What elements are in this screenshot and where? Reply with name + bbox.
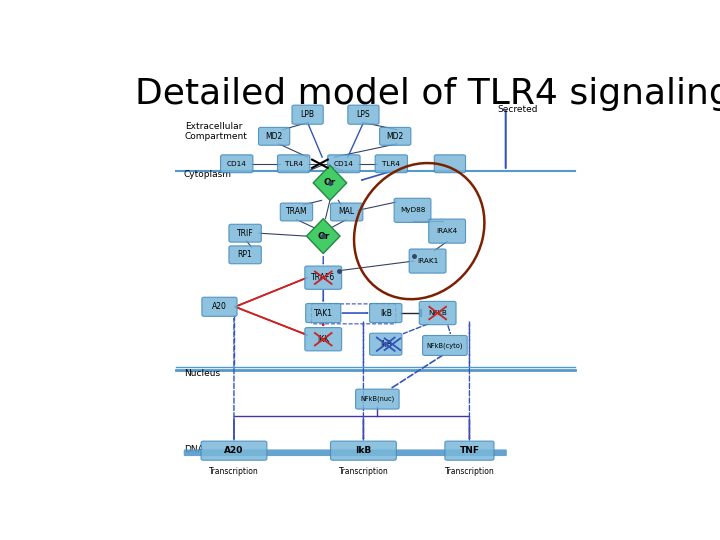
Text: TRAM: TRAM [286,207,307,217]
FancyBboxPatch shape [184,449,507,456]
Text: NFkB(cyto): NFkB(cyto) [427,342,463,349]
Text: IKK: IKK [317,335,329,344]
FancyBboxPatch shape [428,219,466,243]
Polygon shape [307,219,340,254]
FancyBboxPatch shape [419,301,456,325]
Text: IRAK4: IRAK4 [436,228,458,234]
FancyBboxPatch shape [379,127,411,145]
Text: Transcription: Transcription [209,467,258,476]
Text: Nucleus: Nucleus [184,369,220,378]
Text: Transcription: Transcription [444,467,495,476]
FancyBboxPatch shape [277,155,310,173]
FancyBboxPatch shape [220,155,253,173]
Text: MD2: MD2 [387,132,404,141]
Text: TLR4: TLR4 [382,161,400,167]
Text: CD14: CD14 [334,161,354,167]
Text: TRIF: TRIF [237,229,253,238]
Text: LPS: LPS [356,110,370,119]
Text: Or: Or [324,178,336,187]
FancyBboxPatch shape [258,127,289,145]
Text: DNA: DNA [184,446,204,454]
Text: Secreted: Secreted [498,105,538,114]
FancyBboxPatch shape [330,441,396,460]
Text: MD2: MD2 [266,132,283,141]
Text: RP1: RP1 [238,251,253,259]
Text: Extracellular
Compartment: Extracellular Compartment [185,122,248,141]
Text: TLR4: TLR4 [284,161,302,167]
FancyBboxPatch shape [375,155,408,173]
Text: MyD88: MyD88 [400,207,426,213]
FancyBboxPatch shape [280,203,312,221]
Text: IkB: IkB [355,446,372,455]
Text: NFkB(nuc): NFkB(nuc) [360,396,395,402]
Text: IkB: IkB [380,340,392,349]
FancyBboxPatch shape [202,297,237,316]
Text: IRAK1: IRAK1 [417,258,438,264]
FancyBboxPatch shape [305,266,342,289]
FancyBboxPatch shape [445,441,494,460]
Text: Cytoplasm: Cytoplasm [184,170,232,179]
FancyBboxPatch shape [305,328,342,351]
Text: TNF: TNF [459,446,480,455]
Text: NFkB: NFkB [428,310,447,316]
Text: A20: A20 [224,446,243,455]
FancyBboxPatch shape [306,303,341,322]
FancyBboxPatch shape [394,198,431,222]
Text: CD14: CD14 [227,161,247,167]
FancyBboxPatch shape [369,303,402,322]
FancyBboxPatch shape [292,105,323,124]
Text: TAK1: TAK1 [314,308,333,318]
Text: MAL: MAL [338,207,355,217]
Text: TRAF6: TRAF6 [311,273,336,282]
FancyBboxPatch shape [423,335,467,355]
Text: A20: A20 [212,302,227,311]
FancyBboxPatch shape [348,105,379,124]
FancyBboxPatch shape [434,155,466,173]
Text: Or: Or [317,232,329,241]
FancyBboxPatch shape [330,203,363,221]
Text: Detailed model of TLR4 signaling: Detailed model of TLR4 signaling [135,77,720,111]
Text: IkB: IkB [380,308,392,318]
FancyBboxPatch shape [369,333,402,355]
FancyBboxPatch shape [201,441,267,460]
FancyBboxPatch shape [229,224,261,242]
FancyBboxPatch shape [356,389,399,409]
FancyBboxPatch shape [328,155,360,173]
Polygon shape [313,165,347,200]
FancyBboxPatch shape [229,246,261,264]
Text: Transcription: Transcription [338,467,388,476]
FancyBboxPatch shape [409,249,446,273]
Text: LPB: LPB [301,110,315,119]
